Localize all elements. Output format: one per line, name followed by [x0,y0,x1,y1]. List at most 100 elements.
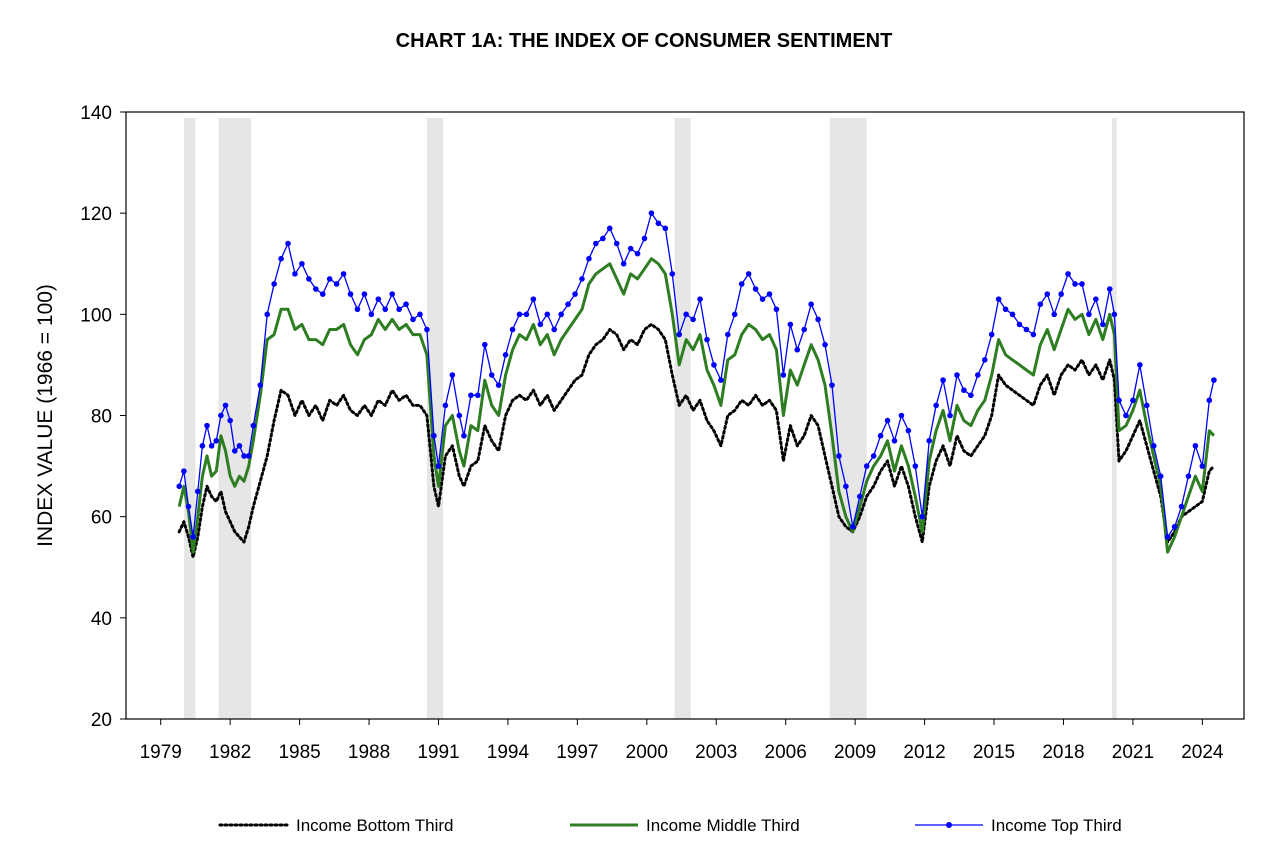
series-2-point-88 [746,271,752,277]
legend-item-1: Income Middle Third [570,816,800,835]
x-tick-label-1979: 1979 [140,742,182,763]
series-2-point-114 [926,438,932,444]
chart-svg: 20406080100120140 1979 1982 1985 1988 1991 19… [0,0,1288,866]
y-axis: 20 40 60 80 100 120 140 [80,103,126,731]
series-2-point-11 [227,418,233,424]
series-line-2 [179,213,1214,537]
series-2-point-107 [878,433,884,439]
series-2-point-68 [607,226,613,232]
series-2-point-125 [1003,306,1009,312]
series-2-point-108 [885,418,891,424]
series-2-point-137 [1086,312,1092,318]
y-tick-label-60: 60 [91,508,112,529]
series-2-point-33 [369,312,375,318]
series-2-point-57 [531,296,537,302]
series-2-point-152 [1186,473,1192,479]
x-tick-label-1988: 1988 [348,742,390,763]
series-2-point-103 [850,524,856,530]
series-2-point-150 [1172,524,1178,530]
series-2-point-126 [1010,312,1016,318]
series-2-point-141 [1112,312,1118,318]
series-2-point-52 [496,382,502,388]
series-2-point-146 [1144,403,1150,409]
series-2-point-45 [450,372,456,378]
series-2-point-140 [1107,286,1113,292]
series-2-point-21 [285,241,291,247]
series-2-point-20 [278,256,284,262]
series-2-point-120 [968,392,974,398]
series-2-point-24 [306,276,312,282]
series-2-point-23 [299,261,305,267]
x-tick-label-1997: 1997 [556,742,598,763]
series-2-point-101 [836,453,842,459]
series-2-point-139 [1100,322,1106,328]
series-2-point-62 [565,301,571,307]
series-2-point-149 [1165,534,1171,540]
series-2-point-122 [982,357,988,363]
series-2-point-53 [503,352,509,358]
series-2-point-128 [1024,327,1030,333]
series-2-point-16 [251,423,257,429]
series-2-point-7 [209,443,215,449]
legend-item-2: Income Top Third [915,816,1122,835]
series-2-point-151 [1179,504,1185,510]
series-2-point-102 [843,484,849,490]
series-2-point-154 [1200,463,1206,469]
legend-item-0: Income Bottom Third [220,816,453,835]
series-2-point-79 [683,312,689,318]
recession-band-3 [675,118,691,719]
series-2-point-72 [635,251,641,257]
series-2-point-12 [232,448,238,454]
series-2-point-0 [176,484,182,490]
series-2-point-91 [767,291,773,297]
series-2-point-155 [1206,398,1212,404]
series-2-point-67 [600,236,606,242]
series-2-point-130 [1038,301,1044,307]
series-line-0 [179,324,1214,557]
series-2-point-105 [864,463,870,469]
recession-band-0 [184,118,196,719]
series-2-point-83 [711,362,717,368]
series-2-point-112 [913,463,919,469]
series-2-point-44 [443,403,449,409]
series-2-point-89 [753,286,759,292]
x-tick-label-2006: 2006 [765,742,807,763]
y-tick-label-40: 40 [91,609,112,630]
series-2-point-109 [892,438,898,444]
series-2-point-64 [579,276,585,282]
series-2-point-118 [954,372,960,378]
series-2-point-47 [461,433,467,439]
series-2-point-75 [656,220,662,226]
series-2-point-18 [264,312,270,318]
series-2-point-82 [704,337,710,343]
x-tick-label-2018: 2018 [1042,742,1084,763]
series-2-point-95 [794,347,800,353]
series-2-point-98 [815,317,821,323]
series-2-point-78 [676,332,682,338]
series-lines [176,210,1216,557]
y-tick-label-120: 120 [80,204,112,225]
x-tick-label-1994: 1994 [487,742,530,763]
y-tick-label-100: 100 [80,305,112,326]
series-2-point-38 [403,301,409,307]
series-2-point-104 [857,494,863,500]
series-2-point-85 [725,332,731,338]
series-2-point-131 [1044,291,1050,297]
series-2-point-124 [996,296,1002,302]
series-2-point-86 [732,312,738,318]
series-2-point-3 [190,534,196,540]
series-2-point-133 [1058,291,1064,297]
legend-label-2: Income Top Third [991,816,1122,835]
series-2-point-26 [320,291,326,297]
series-2-point-48 [468,392,474,398]
series-2-point-74 [649,210,655,216]
x-tick-label-2000: 2000 [626,742,668,763]
x-tick-label-2009: 2009 [834,742,876,763]
series-2-point-117 [947,413,953,419]
series-2-point-51 [489,372,495,378]
y-tick-label-140: 140 [80,103,112,124]
series-2-point-17 [257,382,263,388]
legend: Income Bottom Third Income Middle Third In… [220,816,1122,835]
series-2-point-73 [642,236,648,242]
series-2-point-115 [933,403,939,409]
